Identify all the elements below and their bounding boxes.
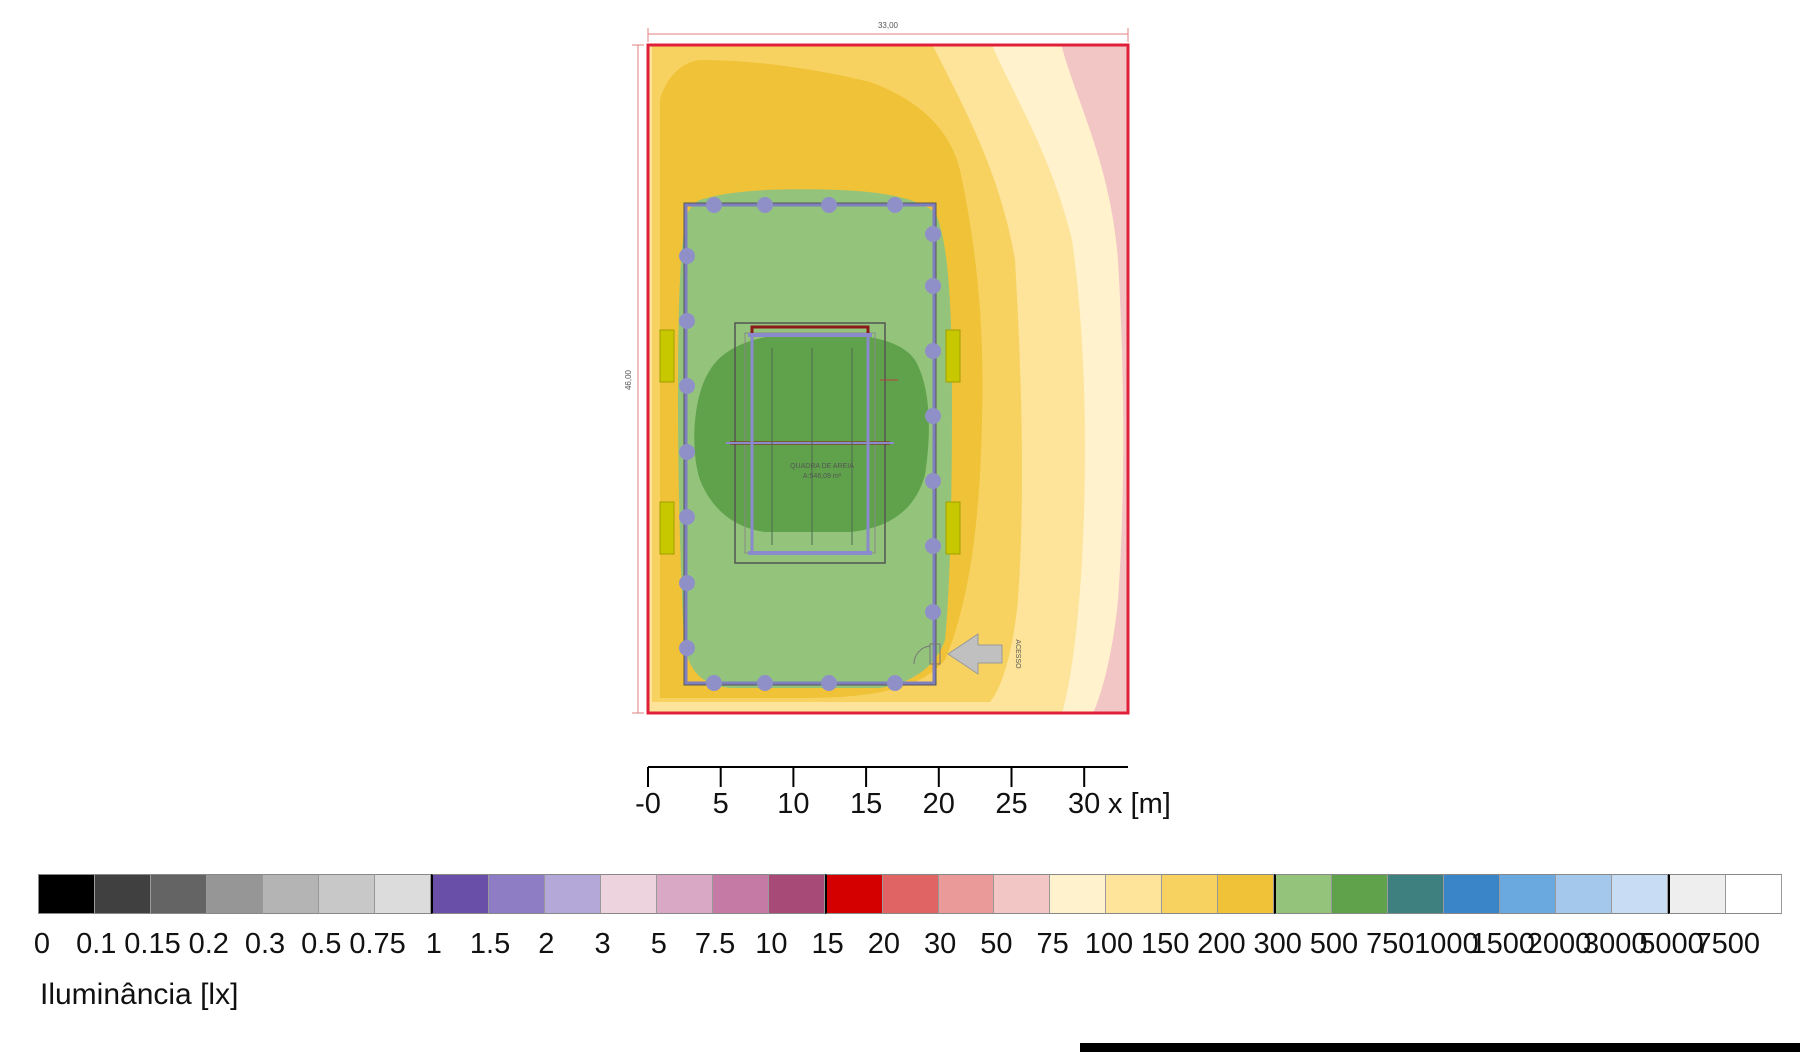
legend-swatch (544, 874, 601, 914)
access-arrow: ACESSO (913, 633, 1021, 675)
legend-tick-label: 200 (1197, 928, 1246, 960)
legend-swatch (374, 874, 431, 914)
legend-tick-label: 1 (425, 928, 442, 960)
legend-swatch (430, 874, 489, 914)
x-axis-tick-label: -0 (635, 788, 661, 820)
illuminance-plan: 33,00 46,00 (624, 21, 1130, 715)
legend-swatch (938, 874, 995, 914)
legend-swatch (600, 874, 657, 914)
legend-swatch (1612, 874, 1669, 914)
legend-swatch (994, 874, 1051, 914)
legend-swatch (1106, 874, 1163, 914)
legend-swatch (712, 874, 769, 914)
legend-tick-label: 150 (1140, 928, 1190, 960)
legend-tick-label: 0.5 (301, 928, 342, 960)
court-label: QUADRA DE AREIA (790, 463, 854, 470)
legend-tick-label: 75 (1036, 928, 1069, 960)
legend-tick-label: 5 (650, 928, 667, 960)
legend-swatch (318, 874, 375, 914)
legend-swatch (1332, 874, 1389, 914)
legend-tick-label: 7.5 (694, 928, 736, 960)
benches (659, 329, 961, 555)
legend-tick-label: 0 (33, 928, 51, 960)
legend-tick-label: 3 (594, 928, 611, 960)
x-axis-tick-label: 15 (849, 788, 883, 820)
x-axis-tick-label: 20 (922, 788, 955, 820)
illuminance-legend-bar (38, 874, 1783, 916)
legend-tick-label: 0.75 (349, 928, 406, 960)
legend-swatch (94, 874, 151, 914)
legend-tick-label: 15 (811, 928, 844, 960)
legend-tick-label: 5000 (1639, 928, 1704, 960)
legend-tick-label: 1.5 (469, 928, 511, 960)
legend-tick-label: 3000 (1582, 928, 1648, 960)
legend-swatch (150, 874, 207, 914)
bottom-black-bar (1080, 1043, 1800, 1052)
legend-swatch (1218, 874, 1275, 914)
legend-tick-label: 10 (755, 928, 788, 960)
legend-swatch (1050, 874, 1107, 914)
width-dimension: 33,00 (647, 21, 1129, 42)
legend-swatch (768, 874, 825, 914)
x-axis-tick-label: 30 (1068, 788, 1101, 820)
legend-swatch (1388, 874, 1445, 914)
legend-tick-label: 50 (980, 928, 1013, 960)
court-area-label: A:546,09 m² (803, 473, 842, 480)
access-label: ACESSO (1014, 639, 1021, 669)
legend-swatch (1726, 874, 1783, 914)
legend-swatch (488, 874, 545, 914)
x-axis (647, 766, 1128, 787)
legend-swatch (656, 874, 713, 914)
legend-tick-label: 30 (923, 928, 957, 960)
legend-swatch (1444, 874, 1501, 914)
height-dimension: 46,00 (624, 44, 644, 714)
legend-swatch (1274, 874, 1333, 914)
legend-swatch (38, 874, 95, 914)
x-axis-tick-label: 10 (777, 788, 810, 820)
legend-tick-label: 750 (1365, 928, 1415, 960)
field-fence (683, 202, 937, 686)
legend-tick-label: 0.15 (124, 928, 181, 960)
legend-swatch (206, 874, 263, 914)
legend-swatch (1668, 874, 1727, 914)
legend-swatch (1162, 874, 1219, 914)
width-dimension-label: 33,00 (878, 21, 899, 30)
legend-tick-label: 7500 (1695, 928, 1760, 960)
legend-tick-label: 20 (867, 928, 900, 960)
legend-swatch (882, 874, 939, 914)
legend-tick-label: 1500 (1470, 928, 1535, 960)
plot-boundary (646, 43, 1130, 715)
legend-title: Iluminância [lx] (40, 978, 239, 1011)
height-dimension-label: 46,00 (624, 369, 633, 390)
legend-tick-label: 500 (1309, 928, 1359, 960)
legend-swatch (262, 874, 319, 914)
luminaires (679, 197, 941, 691)
legend-swatch (824, 874, 883, 914)
legend-tick-label: 1000 (1414, 928, 1479, 960)
legend-tick-label: 0.3 (244, 928, 286, 960)
x-axis-tick-label: 5 (712, 788, 729, 820)
legend-tick-label: 2000 (1526, 928, 1592, 960)
legend-tick-label: 300 (1253, 928, 1302, 960)
legend-tick-label: 2 (538, 928, 555, 960)
sand-court: QUADRA DE AREIA A:546,09 m² (726, 322, 898, 564)
legend-tick-label: 0.1 (76, 928, 117, 960)
legend-swatch (1556, 874, 1613, 914)
legend-tick-label: 100 (1084, 928, 1134, 960)
x-axis-tick-label: 25 (995, 788, 1028, 820)
x-axis-unit: x [m] (1108, 788, 1171, 820)
legend-tick-label: 0.2 (188, 928, 229, 960)
legend-swatch (1500, 874, 1557, 914)
